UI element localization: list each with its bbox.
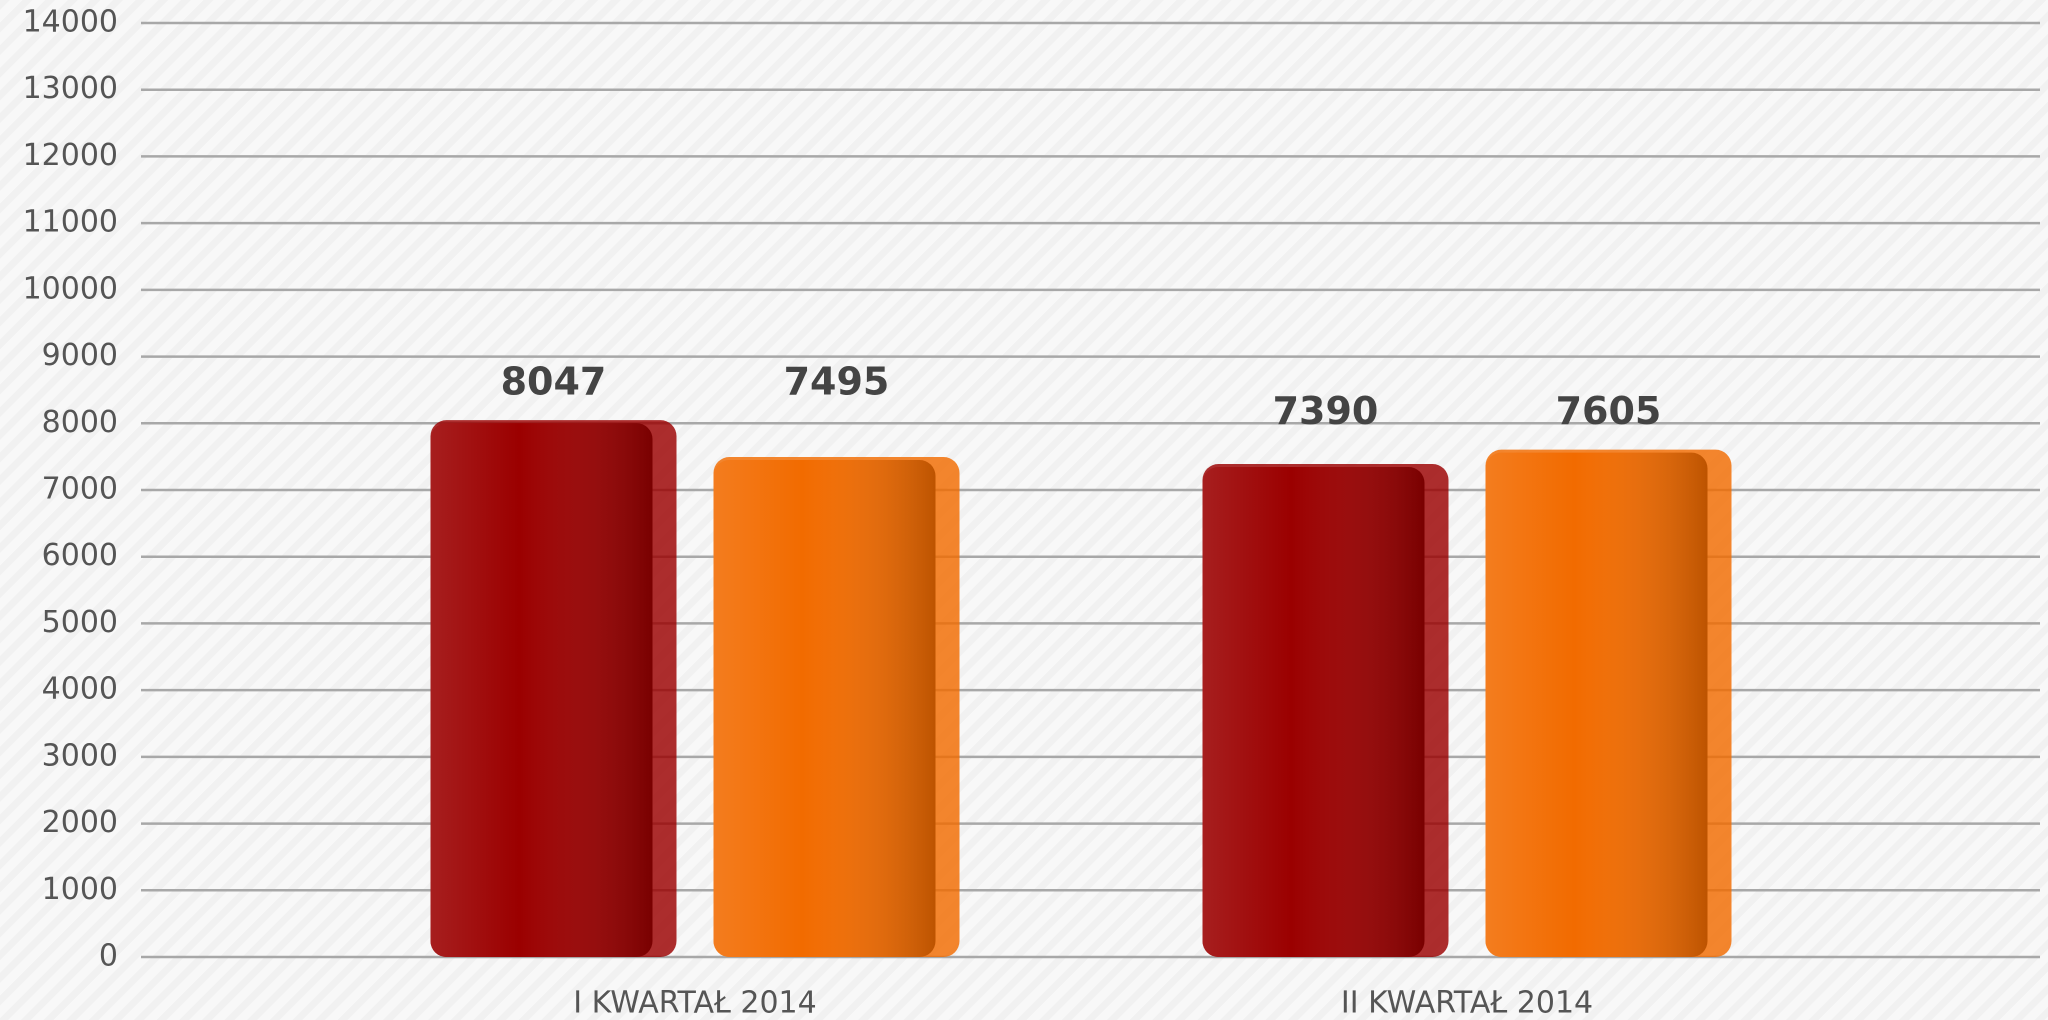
y-tick-label: 4000 (42, 672, 118, 707)
y-tick-label: 12000 (23, 138, 118, 173)
value-label: 8047 (501, 360, 607, 404)
y-tick-label: 6000 (42, 538, 118, 573)
y-tick-label: 13000 (23, 71, 118, 106)
value-label: 7495 (784, 360, 890, 404)
x-tick-label: II KWARTAŁ 2014 (1341, 986, 1593, 1020)
y-tick-label: 1000 (42, 872, 118, 907)
bar-shade (713, 459, 936, 957)
value-label: 7390 (1273, 389, 1379, 433)
y-tick-label: 7000 (42, 472, 118, 507)
y-tick-label: 5000 (42, 605, 118, 640)
bar-shade (430, 423, 653, 957)
bar-shade (1202, 466, 1425, 957)
y-tick-label: 0 (99, 939, 118, 974)
y-tick-label: 2000 (42, 805, 118, 840)
y-tick-label: 8000 (42, 405, 118, 440)
y-tick-label: 10000 (23, 271, 118, 306)
y-tick-label: 3000 (42, 738, 118, 773)
y-tick-label: 14000 (23, 5, 118, 40)
y-tick-label: 11000 (23, 205, 118, 240)
value-label: 7605 (1556, 389, 1662, 433)
bar-shade (1485, 452, 1708, 957)
x-tick-label: I KWARTAŁ 2014 (573, 986, 816, 1020)
y-tick-label: 9000 (42, 338, 118, 373)
